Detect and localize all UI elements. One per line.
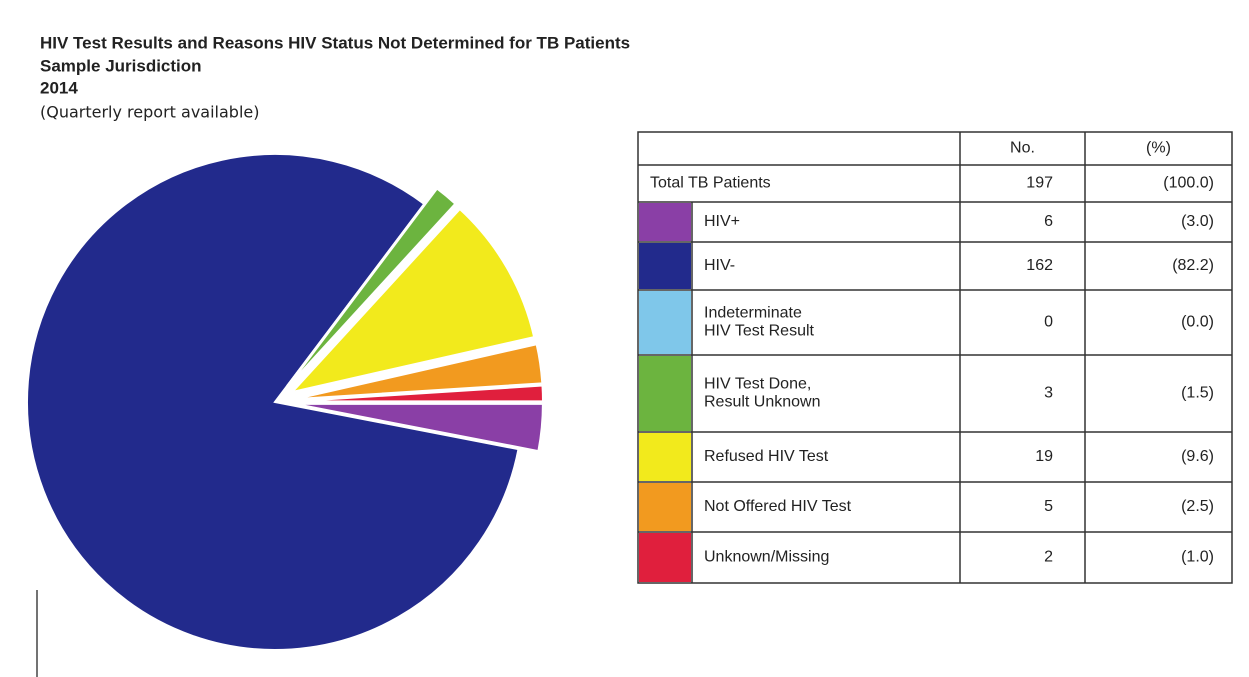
category-label: HIV- bbox=[704, 257, 735, 274]
table-header: No. bbox=[1010, 140, 1035, 157]
table-header: (%) bbox=[1146, 140, 1171, 157]
legend-swatch bbox=[639, 483, 691, 531]
category-label: HIV+ bbox=[704, 213, 740, 230]
category-label: Not Offered HIV Test bbox=[704, 498, 852, 515]
table-total-percent: (100.0) bbox=[1163, 175, 1214, 192]
category-label: Indeterminate HIV Test Result bbox=[704, 305, 815, 340]
legend-swatch bbox=[639, 243, 691, 289]
chart-title: HIV Test Results and Reasons HIV Status … bbox=[40, 33, 630, 52]
table-percent: (9.6) bbox=[1181, 448, 1214, 465]
pie-slice bbox=[294, 343, 544, 401]
category-label: HIV Test Done, Result Unknown bbox=[704, 376, 821, 411]
table-percent: (3.0) bbox=[1181, 213, 1214, 230]
chart-year: 2014 bbox=[40, 78, 78, 97]
legend-swatch bbox=[639, 291, 691, 354]
legend-swatch bbox=[639, 356, 691, 431]
pie-slice bbox=[26, 153, 520, 651]
category-label: Unknown/Missing bbox=[704, 549, 829, 566]
table-count: 0 bbox=[1044, 314, 1053, 331]
legend-swatch bbox=[639, 433, 691, 481]
chart-subtitle: Sample Jurisdiction bbox=[40, 56, 202, 75]
legend-swatch bbox=[639, 533, 691, 582]
pie-slice bbox=[294, 402, 544, 453]
table-total-label: Total TB Patients bbox=[650, 175, 771, 192]
table-percent: (2.5) bbox=[1181, 498, 1214, 515]
table-count: 6 bbox=[1044, 213, 1053, 230]
chart-note: (Quarterly report available) bbox=[40, 103, 259, 122]
table-count: 2 bbox=[1044, 549, 1053, 566]
pie-slice bbox=[294, 384, 544, 403]
table-count: 5 bbox=[1044, 498, 1053, 515]
pie-slice bbox=[286, 187, 457, 388]
pie-slice bbox=[289, 207, 536, 394]
table-percent: (0.0) bbox=[1181, 314, 1214, 331]
table-total: 197 bbox=[1026, 175, 1053, 192]
table-percent: (82.2) bbox=[1172, 257, 1214, 274]
category-label: Refused HIV Test bbox=[704, 448, 829, 465]
table-count: 162 bbox=[1026, 257, 1053, 274]
table-border bbox=[637, 131, 1233, 584]
table-percent: (1.5) bbox=[1181, 385, 1214, 402]
table-percent: (1.0) bbox=[1181, 549, 1214, 566]
table-count: 3 bbox=[1044, 385, 1053, 402]
legend-swatch bbox=[639, 203, 691, 241]
table-count: 19 bbox=[1035, 448, 1053, 465]
